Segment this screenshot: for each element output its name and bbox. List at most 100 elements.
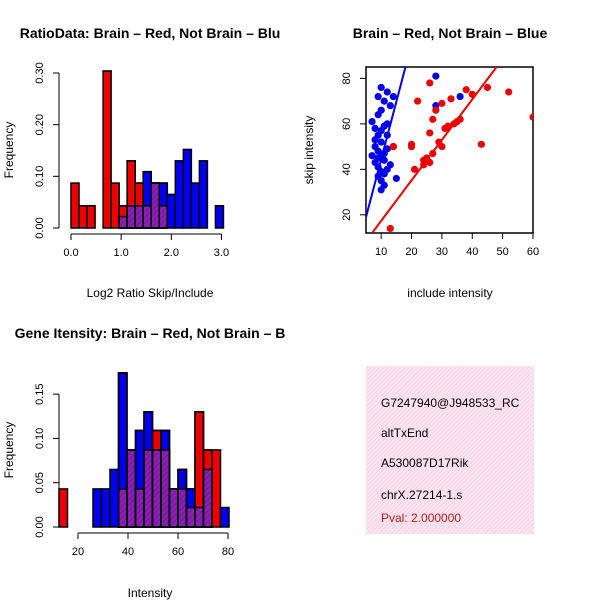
y-tick-label: 0.00 <box>34 516 46 537</box>
y-tick-label: 0.05 <box>34 472 46 493</box>
chart1-xlabel: Log2 Ratio Skip/Include <box>87 286 214 300</box>
y-tick-label: 0.10 <box>34 166 46 187</box>
chart2-xlabel: include intensity <box>407 286 492 300</box>
y-tick-label: 0.15 <box>34 383 46 404</box>
point-not-brain <box>383 88 391 96</box>
chart1-plot: 0.0 1.0 2.0 3.0 0.00 0.10 0.20 0.30 <box>34 62 229 259</box>
x-tick-label: 0.0 <box>63 247 78 259</box>
bar-overlap <box>142 205 152 229</box>
bar-overlap <box>185 506 196 528</box>
bar-overlap <box>177 488 188 528</box>
info-line-probe: G7247940@J948533_RC <box>381 396 520 410</box>
x-tick-label: 50 <box>497 246 509 258</box>
bar-overlap <box>117 488 128 528</box>
point-not-brain <box>392 174 400 183</box>
bar-not-brain <box>100 488 111 528</box>
point-not-brain <box>371 136 379 144</box>
bar-overlap <box>126 449 137 528</box>
point-brain <box>462 86 470 94</box>
point-not-brain <box>389 92 397 101</box>
bar-overlap <box>143 449 154 528</box>
y-tick-label: 80 <box>341 72 353 84</box>
point-brain <box>529 113 533 121</box>
point-brain <box>426 79 434 87</box>
point-brain <box>438 142 446 151</box>
bar-overlap <box>126 205 136 229</box>
bar-brain <box>58 488 69 528</box>
point-not-brain <box>386 102 394 110</box>
point-not-brain <box>380 97 388 105</box>
point-brain <box>389 142 397 151</box>
x-tick-label: 40 <box>122 546 134 558</box>
point-not-brain <box>371 124 379 132</box>
x-tick-label: 40 <box>466 246 478 258</box>
bar-overlap <box>151 449 162 528</box>
y-tick-label: 0.30 <box>34 62 46 83</box>
bar-brain <box>78 205 88 229</box>
bar-not-brain <box>219 506 230 528</box>
point-brain <box>414 97 422 105</box>
bar-overlap <box>160 449 171 528</box>
chart1-title: RatioData: Brain – Red, Not Brain – Blu <box>20 25 281 41</box>
x-tick-label: 3.0 <box>214 247 229 259</box>
point-not-brain <box>374 154 382 162</box>
info-line-locus: chrX.27214-1.s <box>381 488 462 502</box>
bar-outline <box>160 429 171 528</box>
point-brain <box>426 158 434 167</box>
bar-overlap <box>134 205 144 229</box>
scatter-points-group <box>366 67 533 233</box>
point-brain <box>477 140 485 148</box>
bar-overlap <box>134 488 145 528</box>
fit-line-brain <box>371 67 498 233</box>
point-not-brain <box>386 161 394 169</box>
point-not-brain <box>377 138 385 146</box>
point-not-brain <box>377 186 385 194</box>
x-tick-label: 30 <box>436 246 448 258</box>
x-tick-label: 20 <box>405 246 417 258</box>
y-tick-label: 0.10 <box>34 428 46 449</box>
bar-brain <box>102 70 112 229</box>
bar-not-brain <box>198 160 209 229</box>
chart3-xlabel: Intensity <box>128 586 173 600</box>
chart2-ylabel: skip intensity <box>302 116 316 185</box>
x-tick-label: 1.0 <box>114 247 129 259</box>
y-tick-label: 0.00 <box>34 217 46 238</box>
point-brain <box>483 83 492 92</box>
bar-overlap <box>150 182 161 229</box>
point-not-brain <box>383 145 391 153</box>
bar-brain <box>86 205 96 229</box>
bar-not-brain <box>109 468 120 528</box>
chart3-ylabel: Frequency <box>2 422 16 479</box>
y-tick-label: 0.20 <box>34 114 46 135</box>
info-line-event: altTxEnd <box>381 426 428 440</box>
bar-overlap <box>158 205 169 229</box>
x-tick-label: 2.0 <box>164 247 179 259</box>
y-tick-label: 40 <box>341 163 353 175</box>
point-brain <box>438 99 446 107</box>
x-tick-label: 10 <box>375 246 387 258</box>
info-line-gene: A530087D17Rik <box>381 456 469 470</box>
bar-not-brain <box>92 488 103 528</box>
chart1-ylabel: Frequency <box>2 122 16 179</box>
bar-not-brain <box>182 148 193 229</box>
chart2-plot: 10 20 30 40 50 60 20 40 60 80 <box>341 66 539 258</box>
point-brain <box>432 106 440 114</box>
point-brain <box>426 129 434 137</box>
fit-line-not-brain <box>366 67 407 218</box>
info-line-pval: Pval: 2.000000 <box>381 511 461 525</box>
bar-brain <box>211 449 222 528</box>
chart3-title: Gene Itensity: Brain – Red, Not Brain – … <box>15 325 286 341</box>
point-brain <box>429 115 437 123</box>
x-tick-label: 20 <box>72 546 84 558</box>
x-tick-label: 60 <box>527 246 539 258</box>
bar-overlap <box>168 488 179 528</box>
bar-not-brain <box>214 205 225 229</box>
y-tick-label: 60 <box>341 118 353 130</box>
bar-brain <box>70 182 80 229</box>
point-not-brain <box>368 117 376 126</box>
point-brain <box>407 140 416 148</box>
point-brain <box>386 224 394 233</box>
point-not-brain <box>456 92 464 101</box>
bar-overlap <box>118 215 128 229</box>
